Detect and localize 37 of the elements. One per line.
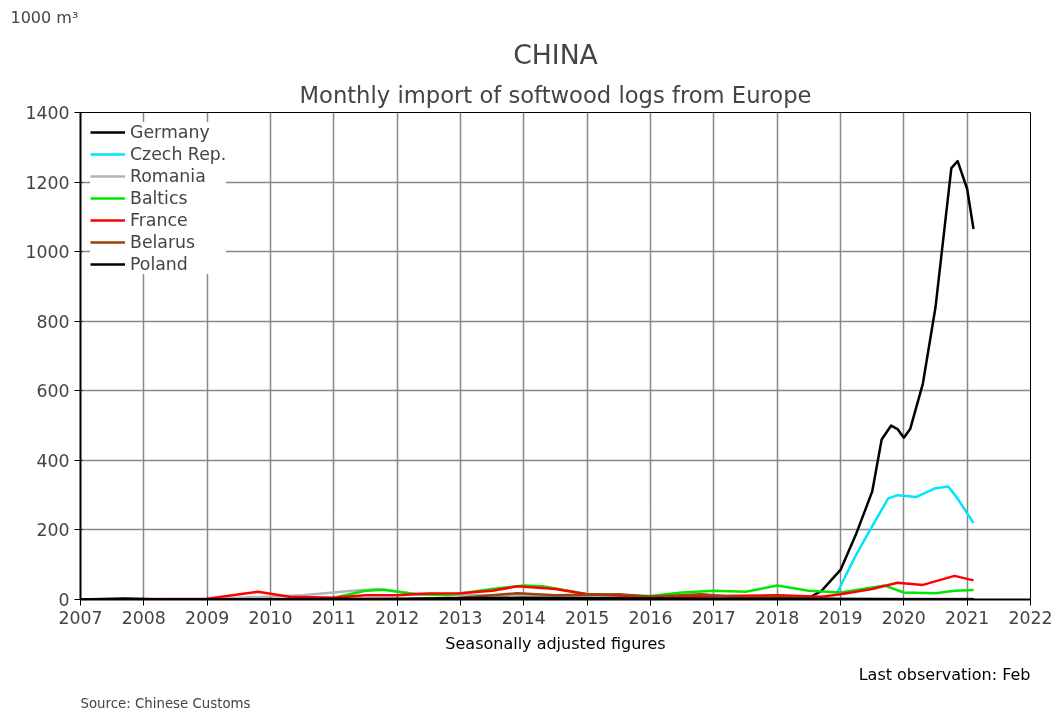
y-tick-label: 400 xyxy=(36,450,70,471)
x-tick-label: 2021 xyxy=(945,607,990,628)
y-tick-label: 800 xyxy=(36,311,70,332)
x-tick-label: 2020 xyxy=(881,607,926,628)
x-tick-label: 2016 xyxy=(628,607,673,628)
source-note: Source: Chinese Customs xyxy=(80,695,251,711)
y-tick-label: 1200 xyxy=(25,172,70,193)
y-axis-title: 1000 m³ xyxy=(10,7,79,27)
y-tick-label: 600 xyxy=(36,381,70,402)
y-tick-label: 1400 xyxy=(25,103,70,123)
chart-title: CHINA xyxy=(513,38,599,70)
x-tick-label: 2007 xyxy=(58,607,103,628)
chart-subtitle: Monthly import of softwood logs from Europe xyxy=(299,81,812,108)
legend-label: France xyxy=(130,210,188,230)
legend-label: Poland xyxy=(130,254,188,274)
legend-label: Czech Rep. xyxy=(130,144,227,164)
x-tick-label: 2019 xyxy=(818,607,863,628)
text: Last observation: Feb xyxy=(858,664,1031,684)
x-tick-label: 2012 xyxy=(375,607,420,628)
legend-label: Belarus xyxy=(130,232,196,252)
y-tick-label: 200 xyxy=(36,520,70,541)
x-tick-label: 2011 xyxy=(311,607,356,628)
x-tick-label: 2015 xyxy=(565,607,610,628)
x-tick-label: 2014 xyxy=(501,607,546,628)
x-tick-label: 2018 xyxy=(755,607,800,628)
x-tick-label: 2008 xyxy=(121,607,166,628)
legend-label: Romania xyxy=(130,166,206,186)
x-tick-label: 2022 xyxy=(1008,607,1053,628)
x-tick-label: 2010 xyxy=(248,607,293,628)
legend-label: Baltics xyxy=(130,188,188,208)
y-tick-label: 0 xyxy=(58,590,70,610)
text: Seasonally adjusted figures xyxy=(445,633,666,653)
x-tick-label: 2013 xyxy=(438,607,483,628)
x-tick-label: 2009 xyxy=(185,607,230,628)
legend-label: Germany xyxy=(130,122,210,142)
x-tick-label: 2017 xyxy=(691,607,736,628)
y-tick-label: 1000 xyxy=(25,242,70,263)
